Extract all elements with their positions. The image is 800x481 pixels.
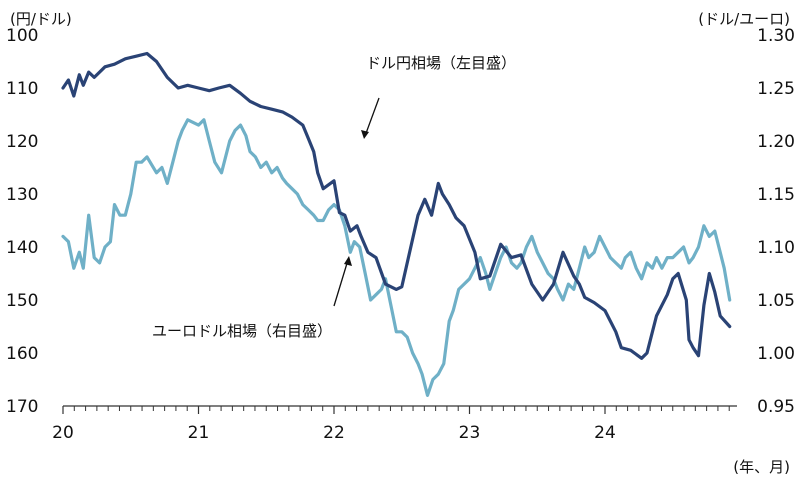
x-axis-unit-label: (年、月) xyxy=(733,458,790,476)
left-tick-label: 120 xyxy=(6,132,38,152)
usdjpy-annotation-arrow-head xyxy=(361,130,369,139)
x-axis-major-ticks xyxy=(62,406,606,414)
right-tick-label: 1.05 xyxy=(757,291,795,311)
eurusd-annotation-arrow-line xyxy=(333,259,349,307)
eurusd-series-label: ユーロドル相場（右目盛） xyxy=(152,322,332,340)
right-axis-unit-label: (ドル/ユーロ) xyxy=(698,10,790,28)
right-tick-label: 1.10 xyxy=(757,238,795,258)
left-axis-unit-label: (円/ドル) xyxy=(10,10,72,28)
eurusd-annotation-arrow-head xyxy=(344,256,352,266)
left-tick-label: 110 xyxy=(6,79,38,99)
x-axis-minor-ticks xyxy=(73,406,730,411)
usdjpy-series-label: ドル円相場（左目盛） xyxy=(366,54,516,72)
right-tick-label: 1.25 xyxy=(757,79,795,99)
left-tick-label: 150 xyxy=(6,291,38,311)
x-tick-label: 24 xyxy=(594,423,616,443)
right-axis-tick-labels: 1.30 1.25 1.20 1.15 1.10 1.05 1.00 0.95 xyxy=(757,26,795,417)
right-tick-label: 0.95 xyxy=(757,397,795,417)
left-tick-label: 170 xyxy=(6,397,38,417)
right-tick-label: 1.15 xyxy=(757,185,795,205)
series-line-usdjpy xyxy=(61,51,732,360)
series-line-eurusd xyxy=(61,118,732,397)
x-tick-label: 20 xyxy=(52,423,74,443)
left-tick-label: 160 xyxy=(6,344,38,364)
right-tick-label: 1.20 xyxy=(757,132,795,152)
x-tick-label: 22 xyxy=(323,423,345,443)
left-tick-label: 140 xyxy=(6,238,38,258)
right-tick-label: 1.30 xyxy=(757,26,795,46)
usdjpy-annotation-arrow-line xyxy=(364,97,380,137)
x-tick-label: 23 xyxy=(459,423,481,443)
left-axis-tick-labels: 100 110 120 130 140 150 160 170 xyxy=(6,26,38,417)
x-tick-label: 21 xyxy=(188,423,210,443)
left-tick-label: 100 xyxy=(6,26,38,46)
x-axis-tick-labels: 20 21 22 23 24 xyxy=(52,423,616,443)
left-tick-label: 130 xyxy=(6,185,38,205)
right-tick-label: 1.00 xyxy=(757,344,795,364)
